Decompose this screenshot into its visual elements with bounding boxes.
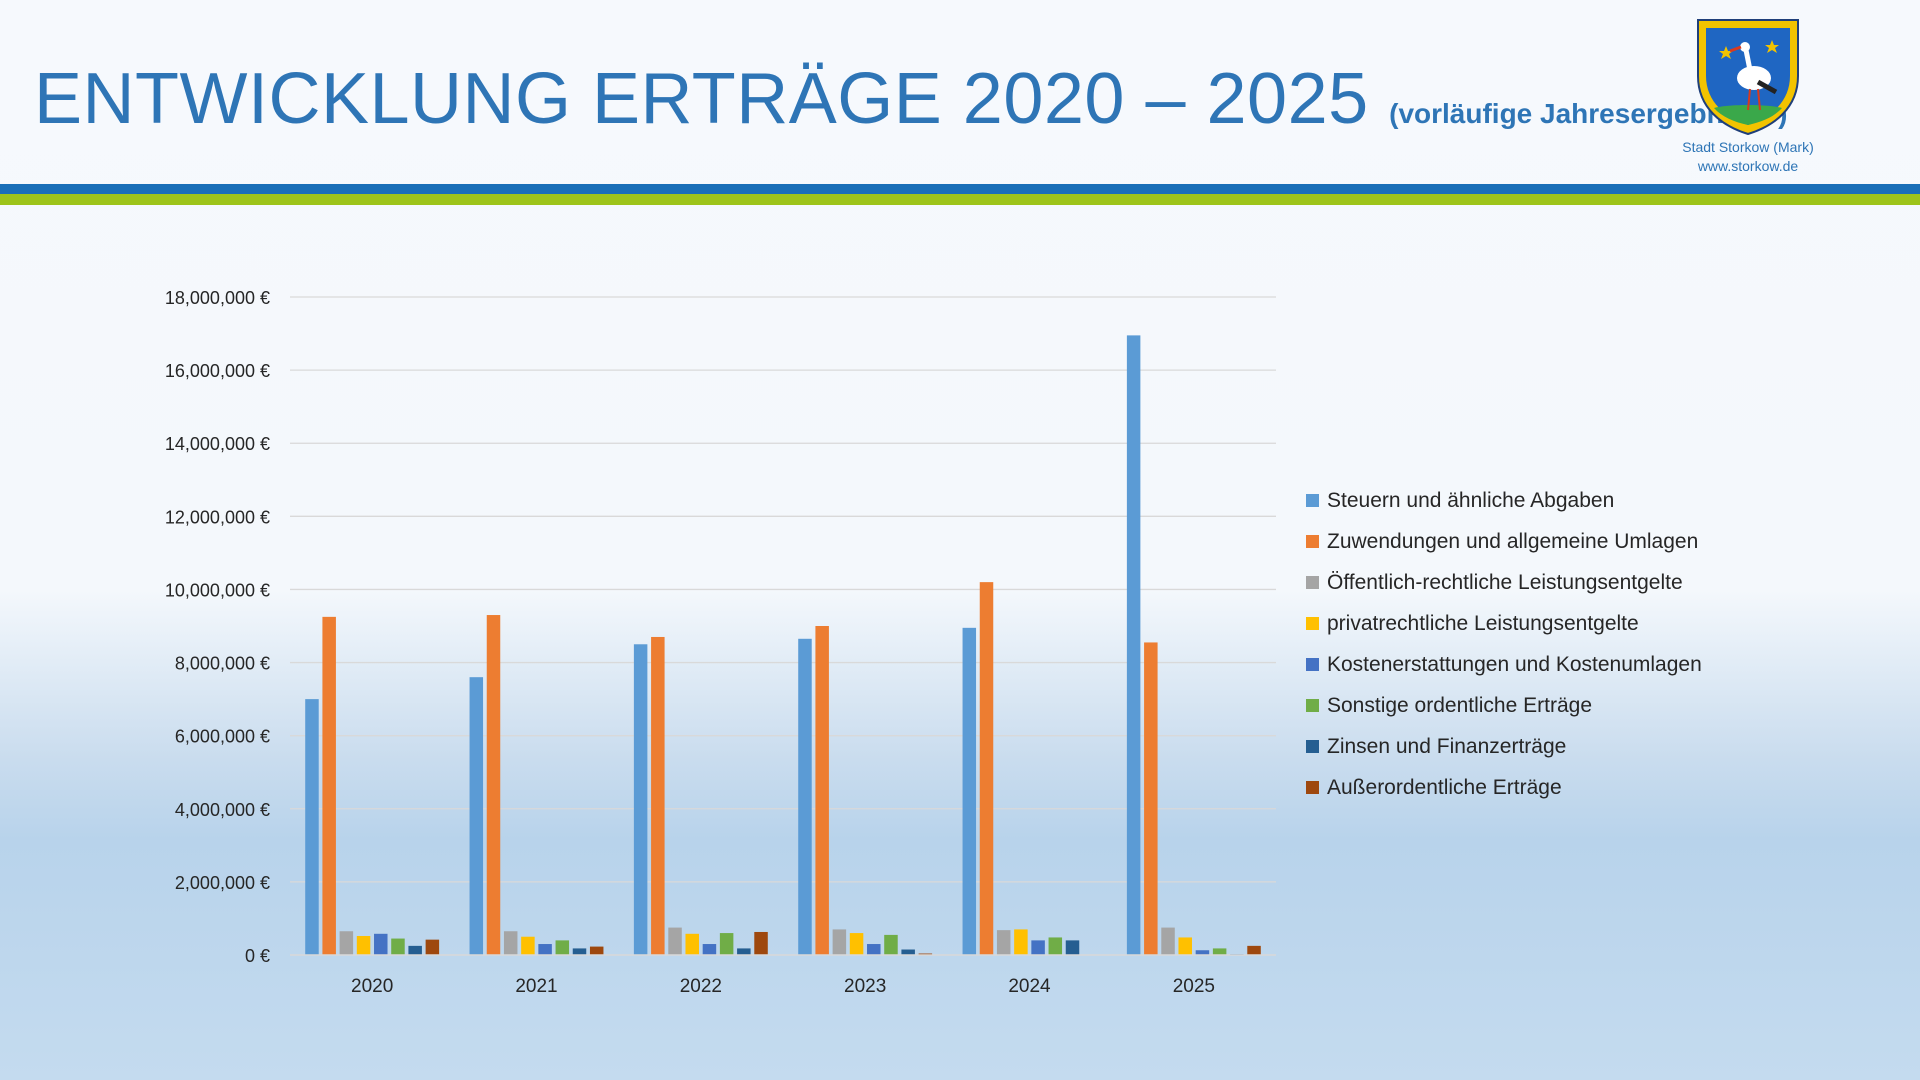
x-tick-label: 2023 — [844, 976, 886, 997]
bar — [469, 677, 484, 955]
bar — [1212, 948, 1227, 955]
bar — [1031, 940, 1045, 955]
legend-swatch — [1306, 699, 1319, 712]
bar — [339, 931, 354, 955]
y-tick-label: 0 € — [245, 946, 270, 966]
legend-label: Zinsen und Finanzerträge — [1327, 734, 1567, 758]
bar — [996, 930, 1011, 955]
legend-item: privatrechtliche Leistungsentgelte — [1306, 603, 1702, 644]
bar — [1195, 950, 1210, 955]
page-title: ENTWICKLUNG ERTRÄGE 2020 – 2025 — [34, 59, 1369, 139]
legend-label: Sonstige ordentliche Erträge — [1327, 693, 1592, 717]
y-tick-label: 2,000,000 € — [175, 873, 270, 893]
bar — [737, 948, 751, 955]
bar — [1126, 335, 1141, 956]
legend-swatch — [1306, 576, 1319, 589]
bar — [815, 626, 829, 955]
bar — [832, 929, 847, 955]
bar — [521, 936, 535, 955]
bar — [305, 699, 319, 955]
y-tick-label: 8,000,000 € — [175, 654, 270, 674]
bar — [503, 931, 518, 955]
bar — [1065, 940, 1080, 955]
legend-swatch — [1306, 740, 1319, 753]
bar — [633, 644, 648, 955]
header-stripe-blue — [0, 184, 1920, 194]
x-tick-label: 2022 — [680, 976, 722, 997]
bar — [651, 636, 665, 955]
bar — [901, 949, 915, 955]
bar — [668, 927, 682, 955]
bar — [356, 935, 371, 955]
x-tick-label: 2020 — [351, 976, 393, 997]
legend-item: Zuwendungen und allgemeine Umlagen — [1306, 521, 1702, 562]
legend-item: Öffentlich-rechtliche Leistungsentgelte — [1306, 562, 1702, 603]
y-tick-label: 4,000,000 € — [175, 800, 270, 820]
legend-item: Kostenerstattungen und Kostenumlagen — [1306, 644, 1702, 685]
bar — [538, 944, 552, 955]
x-axis-tick-labels: 2020 2021 2022 2023 2024 2025 — [351, 976, 1215, 997]
legend-swatch — [1306, 617, 1319, 630]
bar — [572, 948, 587, 955]
bar — [962, 627, 977, 955]
x-tick-label: 2021 — [515, 976, 557, 997]
y-tick-label: 10,000,000 € — [165, 580, 270, 600]
bar — [322, 616, 336, 955]
bar — [1144, 642, 1158, 955]
legend-swatch — [1306, 658, 1319, 671]
crest-caption-town: Stadt Storkow (Mark) — [1682, 139, 1814, 155]
legend-label: Steuern und ähnliche Abgaben — [1327, 488, 1615, 512]
legend-swatch — [1306, 494, 1319, 507]
crest-caption-url: www.storkow.de — [1697, 158, 1799, 174]
y-tick-label: 16,000,000 € — [165, 361, 270, 381]
legend-swatch — [1306, 781, 1319, 794]
bar — [555, 940, 570, 955]
bar — [374, 933, 388, 955]
legend-item: Sonstige ordentliche Erträge — [1306, 685, 1702, 726]
bar — [1247, 945, 1261, 955]
legend-label: Kostenerstattungen und Kostenumlagen — [1327, 652, 1702, 676]
header-stripe-green — [0, 194, 1920, 205]
legend-label: Außerordentliche Erträge — [1327, 775, 1562, 799]
bar — [867, 944, 881, 955]
chart-legend: Steuern und ähnliche Abgaben Zuwendungen … — [1306, 480, 1702, 808]
bar — [685, 933, 699, 955]
y-tick-label: 12,000,000 € — [165, 507, 270, 527]
legend-item: Steuern und ähnliche Abgaben — [1306, 480, 1702, 521]
y-tick-label: 6,000,000 € — [175, 727, 270, 747]
y-tick-label: 14,000,000 € — [165, 434, 270, 454]
bar — [425, 939, 440, 955]
bar — [1161, 927, 1175, 955]
coat-of-arms-logo — [1692, 16, 1804, 138]
chart-bars — [305, 335, 1261, 956]
x-tick-label: 2025 — [1173, 976, 1215, 997]
x-tick-label: 2024 — [1008, 976, 1051, 997]
bar — [754, 931, 768, 955]
bar — [702, 944, 717, 955]
y-tick-label: 18,000,000 € — [165, 288, 270, 308]
bar — [798, 638, 812, 955]
legend-swatch — [1306, 535, 1319, 548]
legend-label: Öffentlich-rechtliche Leistungsentgelte — [1327, 570, 1683, 594]
chart-gridlines — [290, 296, 1276, 883]
legend-label: privatrechtliche Leistungsentgelte — [1327, 611, 1639, 635]
bar — [391, 938, 405, 955]
bar — [1014, 929, 1028, 955]
legend-label: Zuwendungen und allgemeine Umlagen — [1327, 529, 1699, 553]
crest-caption: Stadt Storkow (Mark) www.storkow.de — [1648, 138, 1848, 176]
legend-item: Außerordentliche Erträge — [1306, 767, 1702, 808]
bar — [719, 933, 734, 955]
bar — [849, 933, 864, 955]
bar — [979, 582, 994, 955]
bar — [1178, 937, 1192, 955]
bar — [1048, 937, 1063, 955]
y-axis-tick-labels: 0 € 2,000,000 € 4,000,000 € 6,000,000 € 8,00… — [165, 288, 270, 966]
bar — [884, 934, 898, 955]
bar — [408, 945, 422, 955]
legend-item: Zinsen und Finanzerträge — [1306, 726, 1702, 767]
bar — [589, 946, 604, 955]
bar — [486, 615, 501, 955]
